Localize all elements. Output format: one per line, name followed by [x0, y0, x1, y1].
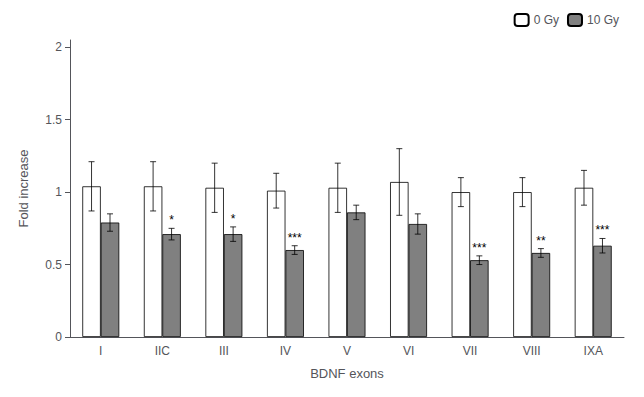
- svg-text:10 Gy: 10 Gy: [587, 13, 619, 27]
- svg-text:***: ***: [595, 223, 609, 237]
- svg-text:VI: VI: [403, 344, 414, 358]
- svg-text:0 Gy: 0 Gy: [534, 13, 559, 27]
- svg-text:**: **: [536, 234, 546, 248]
- svg-text:VIII: VIII: [523, 344, 541, 358]
- svg-text:V: V: [343, 344, 351, 358]
- svg-text:***: ***: [472, 241, 486, 255]
- svg-text:Fold increase: Fold increase: [16, 149, 31, 227]
- svg-text:*: *: [231, 212, 236, 226]
- svg-text:1: 1: [55, 185, 62, 199]
- svg-text:2: 2: [55, 40, 62, 54]
- svg-text:IV: IV: [280, 344, 291, 358]
- svg-text:1.5: 1.5: [45, 113, 62, 127]
- svg-text:IXA: IXA: [584, 344, 603, 358]
- svg-text:III: III: [219, 344, 229, 358]
- svg-text:BDNF exons: BDNF exons: [310, 366, 384, 381]
- svg-text:***: ***: [288, 231, 302, 245]
- svg-text:0: 0: [55, 330, 62, 344]
- svg-text:0.5: 0.5: [45, 258, 62, 272]
- svg-text:*: *: [169, 213, 174, 227]
- svg-text:I: I: [99, 344, 102, 358]
- svg-text:VII: VII: [463, 344, 478, 358]
- svg-text:IIC: IIC: [155, 344, 171, 358]
